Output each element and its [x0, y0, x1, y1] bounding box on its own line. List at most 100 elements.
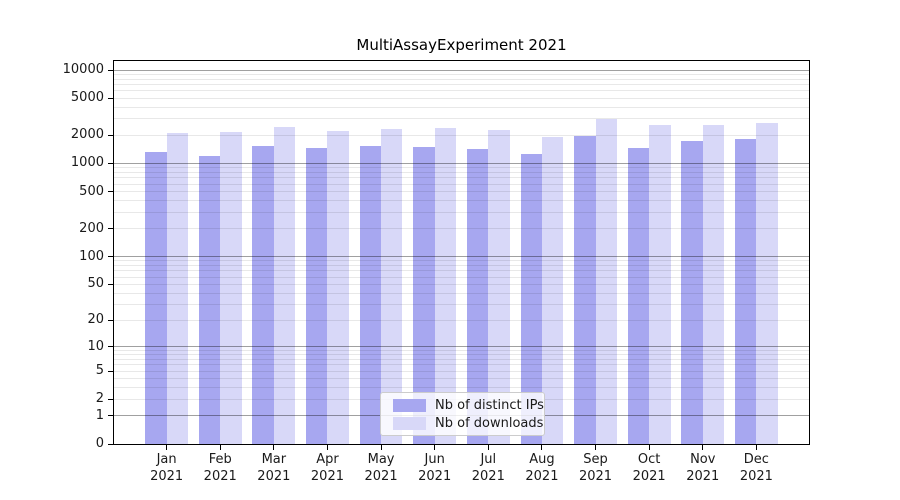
gridline	[113, 387, 810, 389]
legend-label-downloads: Nb of downloads	[435, 415, 544, 431]
x-tick-year: 2021	[257, 469, 291, 484]
y-tick-label: 50	[87, 276, 104, 292]
x-tick	[166, 445, 168, 450]
y-tick	[108, 97, 113, 99]
y-tick	[108, 443, 113, 445]
y-tick	[108, 134, 113, 136]
gridline	[113, 172, 810, 173]
y-tick	[108, 370, 113, 372]
y-tick-label: 2000	[70, 127, 104, 143]
x-tick-month: Apr	[316, 452, 339, 467]
x-tick	[755, 445, 757, 450]
x-tick-month: Nov	[690, 452, 716, 467]
x-tick-month: Mar	[261, 452, 287, 467]
legend-item-downloads: Nb of downloads	[381, 416, 544, 431]
gridline	[113, 270, 810, 272]
bar-distinct-ips-Dec	[734, 139, 757, 444]
x-tick-label-Oct: Oct 2021	[617, 451, 681, 485]
gridline	[113, 276, 810, 278]
gridline	[113, 162, 810, 164]
y-tick-label: 20	[87, 312, 104, 328]
gridline	[113, 183, 810, 185]
bar-distinct-ips-Oct	[627, 148, 650, 444]
gridline	[113, 304, 810, 306]
bar-distinct-ips-Sep	[574, 136, 596, 444]
y-tick-label: 0	[95, 436, 104, 451]
x-tick	[219, 445, 221, 450]
gridline	[113, 69, 810, 71]
x-tick-month: Dec	[743, 452, 769, 467]
y-tick	[108, 191, 113, 193]
x-tick-month: Jan	[156, 452, 177, 467]
x-tick	[595, 445, 597, 450]
gridline	[113, 90, 810, 92]
gridline	[113, 354, 810, 356]
bar-distinct-ips-Jul	[466, 148, 489, 444]
x-tick-label-Aug: Aug 2021	[510, 451, 574, 485]
gridline	[113, 346, 810, 348]
x-tick-month: Jul	[480, 452, 497, 467]
gridline	[113, 191, 810, 193]
y-tick	[108, 346, 113, 348]
gridline	[113, 97, 810, 99]
x-tick-month: Oct	[637, 452, 661, 467]
gridline	[113, 83, 810, 85]
gridline	[113, 177, 810, 179]
x-tick	[380, 445, 382, 450]
gridline	[113, 118, 810, 120]
gridline	[113, 319, 810, 321]
y-tick	[108, 415, 113, 417]
gridline	[113, 350, 810, 351]
gridline	[113, 370, 810, 372]
y-tick-label: 5	[95, 363, 104, 379]
bar-downloads-Feb	[220, 131, 242, 444]
x-tick-month: Jun	[424, 452, 445, 467]
chart-title: MultiAssayExperiment 2021	[356, 36, 567, 54]
x-tick-label-Feb: Feb 2021	[188, 451, 252, 485]
gridline	[113, 265, 810, 267]
y-tick-label: 10000	[62, 62, 104, 77]
gridline	[113, 106, 810, 108]
bar-downloads-Mar	[273, 126, 296, 444]
gridline	[113, 378, 810, 380]
y-tick	[108, 319, 113, 321]
gridline	[113, 167, 810, 169]
gridline	[113, 260, 810, 262]
y-tick-label: 10	[87, 338, 104, 354]
x-tick-month: Feb	[208, 452, 232, 467]
bar-downloads-Apr	[327, 131, 349, 444]
x-tick-month: Sep	[583, 452, 608, 467]
y-tick-label: 1	[95, 407, 104, 423]
gridline	[113, 73, 810, 75]
gridline	[113, 283, 810, 285]
y-tick	[108, 283, 113, 285]
bar-downloads-Dec	[756, 122, 778, 444]
x-tick-year: 2021	[525, 469, 559, 484]
gridline	[113, 256, 810, 258]
legend-item-distinct-ips: Nb of distinct IPs	[381, 398, 544, 413]
gridline	[113, 200, 810, 202]
x-tick-label-May: May 2021	[349, 451, 413, 485]
gridline	[113, 228, 810, 230]
x-tick-month: May	[367, 452, 395, 467]
y-tick	[108, 162, 113, 164]
x-tick-year: 2021	[364, 469, 398, 484]
x-tick-label-Jul: Jul 2021	[456, 451, 520, 485]
x-tick-year: 2021	[739, 469, 773, 484]
legend: Nb of distinct IPs Nb of downloads	[380, 392, 545, 436]
bar-distinct-ips-Jun	[413, 147, 435, 444]
x-tick	[541, 445, 543, 450]
bar-downloads-Jan	[166, 132, 188, 444]
x-tick-year: 2021	[471, 469, 505, 484]
y-tick-label: 100	[79, 248, 104, 264]
x-tick-label-Jan: Jan 2021	[135, 451, 199, 485]
x-tick-label-Dec: Dec 2021	[724, 451, 788, 485]
gridline	[113, 211, 810, 213]
x-tick-year: 2021	[632, 469, 666, 484]
y-tick-label: 1000	[70, 155, 104, 171]
gridline	[113, 78, 810, 80]
x-tick-label-Sep: Sep 2021	[564, 451, 628, 485]
x-tick-label-Apr: Apr 2021	[295, 451, 359, 485]
y-tick	[108, 69, 113, 71]
